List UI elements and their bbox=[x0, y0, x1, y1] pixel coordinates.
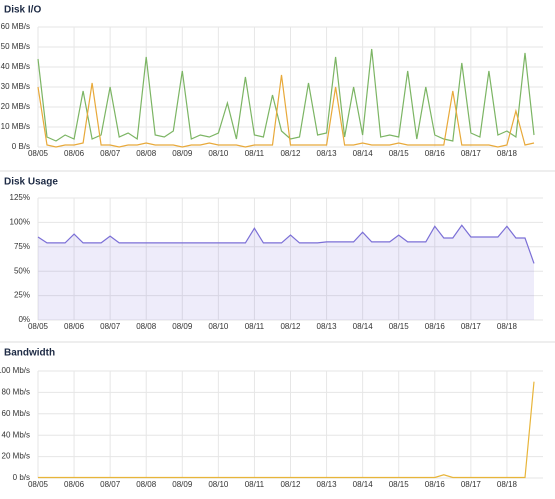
x-tick-label: 08/10 bbox=[208, 149, 229, 158]
x-tick-label: 08/07 bbox=[100, 149, 121, 158]
x-tick-label: 08/17 bbox=[461, 480, 482, 489]
x-tick-label: 08/09 bbox=[172, 322, 193, 331]
x-tick-label: 08/18 bbox=[497, 480, 518, 489]
line bbox=[37, 48, 535, 142]
y-tick-label: 20 MB/s bbox=[1, 102, 30, 111]
x-tick-label: 08/16 bbox=[425, 480, 446, 489]
y-tick-label: 125% bbox=[10, 193, 30, 202]
y-tick-label: 40 MB/s bbox=[1, 62, 30, 71]
x-tick-label: 08/18 bbox=[497, 322, 518, 331]
x-tick-label: 08/15 bbox=[389, 480, 410, 489]
x-tick-label: 08/05 bbox=[28, 322, 49, 331]
y-tick-label: 30 MB/s bbox=[1, 82, 30, 91]
x-tick-label: 08/09 bbox=[172, 480, 193, 489]
x-tick-label: 08/14 bbox=[353, 322, 374, 331]
y-tick-label: 75% bbox=[14, 242, 30, 251]
y-tick-label: 25% bbox=[14, 291, 30, 300]
x-tick-label: 08/09 bbox=[172, 149, 193, 158]
x-tick-label: 08/15 bbox=[389, 322, 410, 331]
line bbox=[38, 381, 535, 479]
x-tick-label: 08/13 bbox=[317, 480, 338, 489]
x-tick-label: 08/08 bbox=[136, 149, 157, 158]
y-tick-label: 0 B/s bbox=[12, 142, 30, 151]
y-tick-label: 50% bbox=[14, 266, 30, 275]
x-tick-label: 08/12 bbox=[280, 480, 301, 489]
y-tick-label: 10 MB/s bbox=[1, 122, 30, 131]
x-tick-label: 08/12 bbox=[280, 322, 301, 331]
x-tick-label: 08/05 bbox=[28, 480, 49, 489]
line bbox=[37, 74, 535, 148]
x-tick-label: 08/14 bbox=[353, 480, 374, 489]
x-tick-label: 08/10 bbox=[208, 480, 229, 489]
x-tick-label: 08/17 bbox=[461, 322, 482, 331]
x-tick-label: 08/18 bbox=[497, 149, 518, 158]
x-tick-label: 08/07 bbox=[100, 322, 121, 331]
x-tick-label: 08/13 bbox=[317, 149, 338, 158]
y-tick-label: 50 MB/s bbox=[1, 42, 30, 51]
x-tick-label: 08/07 bbox=[100, 480, 121, 489]
x-tick-label: 08/16 bbox=[425, 149, 446, 158]
chart-title: Bandwidth bbox=[4, 348, 55, 359]
chart-title: Disk Usage bbox=[4, 177, 58, 188]
y-tick-label: 20 Mb/s bbox=[2, 452, 30, 461]
y-tick-label: 100 Mb/s bbox=[0, 366, 30, 375]
x-tick-label: 08/16 bbox=[425, 322, 446, 331]
y-tick-label: 40 Mb/s bbox=[2, 430, 30, 439]
x-tick-label: 08/08 bbox=[136, 480, 157, 489]
line bbox=[37, 224, 535, 264]
y-tick-label: 80 Mb/s bbox=[2, 388, 30, 397]
x-tick-label: 08/08 bbox=[136, 322, 157, 331]
x-tick-label: 08/05 bbox=[28, 149, 49, 158]
chart-title: Disk I/O bbox=[4, 5, 41, 16]
x-tick-label: 08/06 bbox=[64, 322, 85, 331]
x-tick-label: 08/11 bbox=[245, 480, 265, 489]
y-tick-label: 0 b/s bbox=[13, 473, 30, 482]
x-tick-label: 08/12 bbox=[280, 149, 301, 158]
x-tick-label: 08/11 bbox=[245, 149, 265, 158]
y-tick-label: 0% bbox=[18, 315, 30, 324]
x-tick-label: 08/10 bbox=[208, 322, 229, 331]
x-tick-label: 08/13 bbox=[317, 322, 338, 331]
x-tick-label: 08/17 bbox=[461, 149, 482, 158]
area bbox=[38, 225, 534, 320]
y-tick-label: 60 Mb/s bbox=[2, 409, 30, 418]
y-tick-label: 100% bbox=[10, 218, 30, 227]
x-tick-label: 08/06 bbox=[64, 149, 85, 158]
x-tick-label: 08/11 bbox=[245, 322, 265, 331]
x-tick-label: 08/15 bbox=[389, 149, 410, 158]
x-tick-label: 08/06 bbox=[64, 480, 85, 489]
x-tick-label: 08/14 bbox=[353, 149, 374, 158]
y-tick-label: 60 MB/s bbox=[1, 22, 30, 31]
